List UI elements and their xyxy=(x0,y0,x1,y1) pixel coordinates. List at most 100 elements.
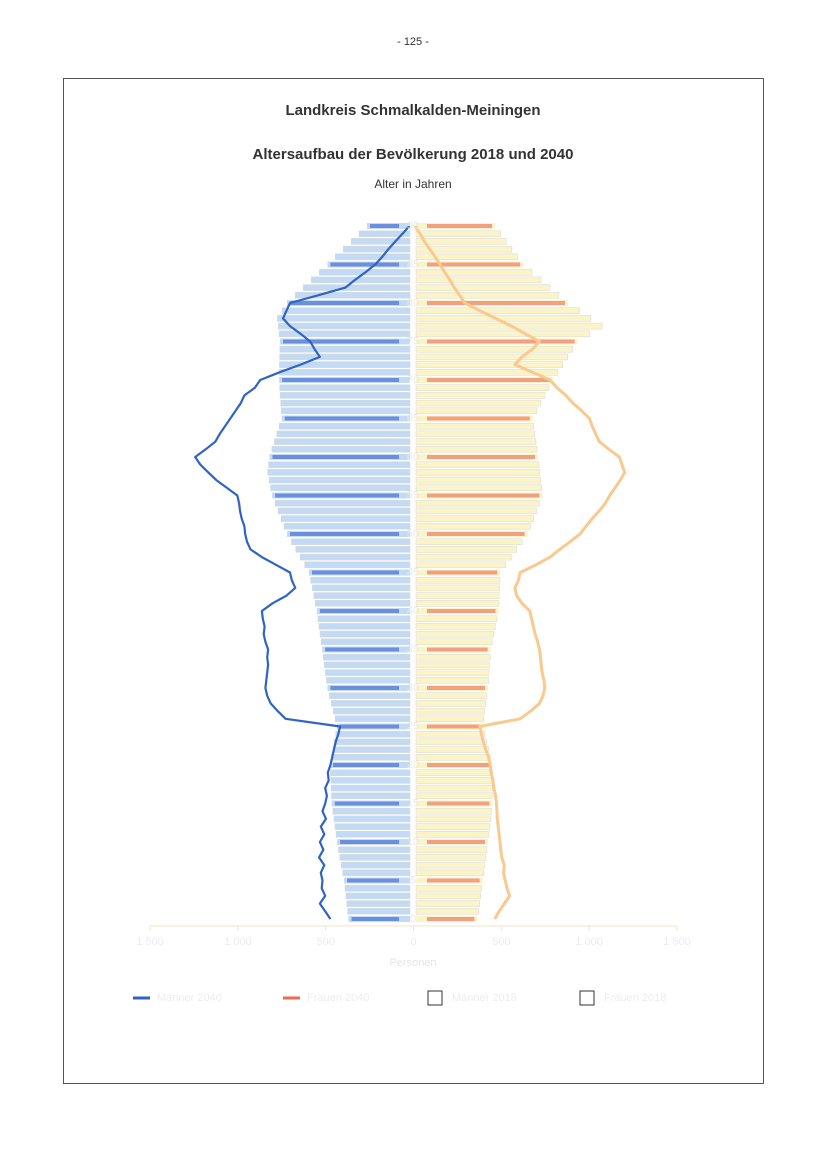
bar xyxy=(415,384,550,391)
bar xyxy=(415,892,481,900)
bar xyxy=(279,384,411,391)
bar xyxy=(279,345,411,353)
bar xyxy=(415,515,534,522)
age-label: 90 xyxy=(407,220,419,232)
bar xyxy=(268,461,411,468)
bar xyxy=(415,284,551,291)
legend-label: Frauen 2040 xyxy=(307,992,369,1004)
bar xyxy=(277,507,411,515)
bar xyxy=(415,792,493,800)
bar xyxy=(415,730,485,738)
age-label: 10 xyxy=(407,836,419,848)
bar xyxy=(415,446,538,453)
bar xyxy=(329,692,411,699)
highlight-bar xyxy=(340,724,399,729)
bar xyxy=(330,784,411,792)
bar xyxy=(415,238,507,245)
age-label: 30 xyxy=(407,682,419,694)
age-label: 50 xyxy=(407,528,419,540)
bar xyxy=(310,576,411,584)
legend-label: Männer 2040 xyxy=(157,992,222,1004)
bar xyxy=(415,854,487,861)
highlight-bar xyxy=(427,416,530,421)
bar xyxy=(415,769,493,776)
bar xyxy=(415,469,541,476)
highlight-bar xyxy=(340,840,399,844)
bar xyxy=(350,238,411,245)
bar xyxy=(280,407,411,415)
highlight-bar xyxy=(427,763,490,767)
highlight-bar xyxy=(427,570,498,575)
age-label: 60 xyxy=(407,451,419,463)
highlight-bar xyxy=(330,262,399,267)
bar xyxy=(415,908,479,915)
bar xyxy=(276,430,411,438)
bar xyxy=(270,484,411,492)
highlight-bar xyxy=(330,686,399,690)
bar xyxy=(331,792,411,800)
x-axis-label: Personen xyxy=(389,957,436,969)
bar xyxy=(294,292,411,299)
bar xyxy=(415,538,523,545)
bar xyxy=(304,561,411,569)
bar xyxy=(279,361,411,368)
bar xyxy=(415,484,542,492)
bar xyxy=(415,422,535,430)
highlight-bar xyxy=(284,416,399,421)
bar xyxy=(415,746,489,753)
bar xyxy=(415,715,485,723)
bar xyxy=(415,653,491,661)
highlight-bar xyxy=(427,917,475,921)
bar xyxy=(274,438,411,445)
bar xyxy=(295,546,411,553)
x-tick-label: 1 500 xyxy=(663,936,691,948)
bar xyxy=(415,553,512,561)
line xyxy=(194,225,411,920)
highlight-bar xyxy=(427,840,486,844)
highlight-bar xyxy=(427,686,486,690)
bar xyxy=(279,353,411,361)
bar xyxy=(415,315,592,322)
age-label: 65 xyxy=(407,412,419,424)
bar xyxy=(281,307,411,314)
bar xyxy=(415,407,538,415)
age-label: 80 xyxy=(407,297,419,309)
x-tick-label: 500 xyxy=(316,936,334,948)
highlight-bar xyxy=(311,570,399,575)
bar xyxy=(311,584,411,592)
age-label: 45 xyxy=(407,566,419,578)
age-label: 40 xyxy=(407,605,419,617)
bar xyxy=(415,369,559,376)
bar xyxy=(299,553,411,561)
bar xyxy=(334,823,411,830)
highlight-bar xyxy=(347,878,399,883)
bar xyxy=(331,754,411,761)
highlight-bar xyxy=(351,917,399,921)
bar xyxy=(415,630,495,638)
age-label: 55 xyxy=(407,489,419,501)
x-tick-label: 1 500 xyxy=(136,936,164,948)
chart-subtitle: Altersaufbau der Bevölkerung 2018 und 20… xyxy=(253,146,574,163)
highlight-bar xyxy=(427,378,551,382)
highlight-bar xyxy=(272,455,399,459)
bar xyxy=(415,754,491,761)
x-tick-label: 0 xyxy=(410,936,416,948)
bar xyxy=(415,276,542,284)
bar xyxy=(291,538,411,545)
bar xyxy=(415,330,591,338)
bar xyxy=(335,730,411,738)
bar xyxy=(415,807,492,815)
bar xyxy=(415,738,487,746)
bar xyxy=(415,353,569,361)
bar xyxy=(415,561,507,569)
y-axis-label: Alter in Jahren xyxy=(374,177,451,191)
bar xyxy=(415,230,501,237)
highlight-bar xyxy=(290,532,399,536)
bar xyxy=(415,846,488,853)
bar xyxy=(325,669,411,676)
x-tick-label: 500 xyxy=(492,936,510,948)
bar xyxy=(415,361,564,368)
bar xyxy=(279,422,411,430)
bar xyxy=(415,307,580,314)
bar xyxy=(415,661,490,669)
